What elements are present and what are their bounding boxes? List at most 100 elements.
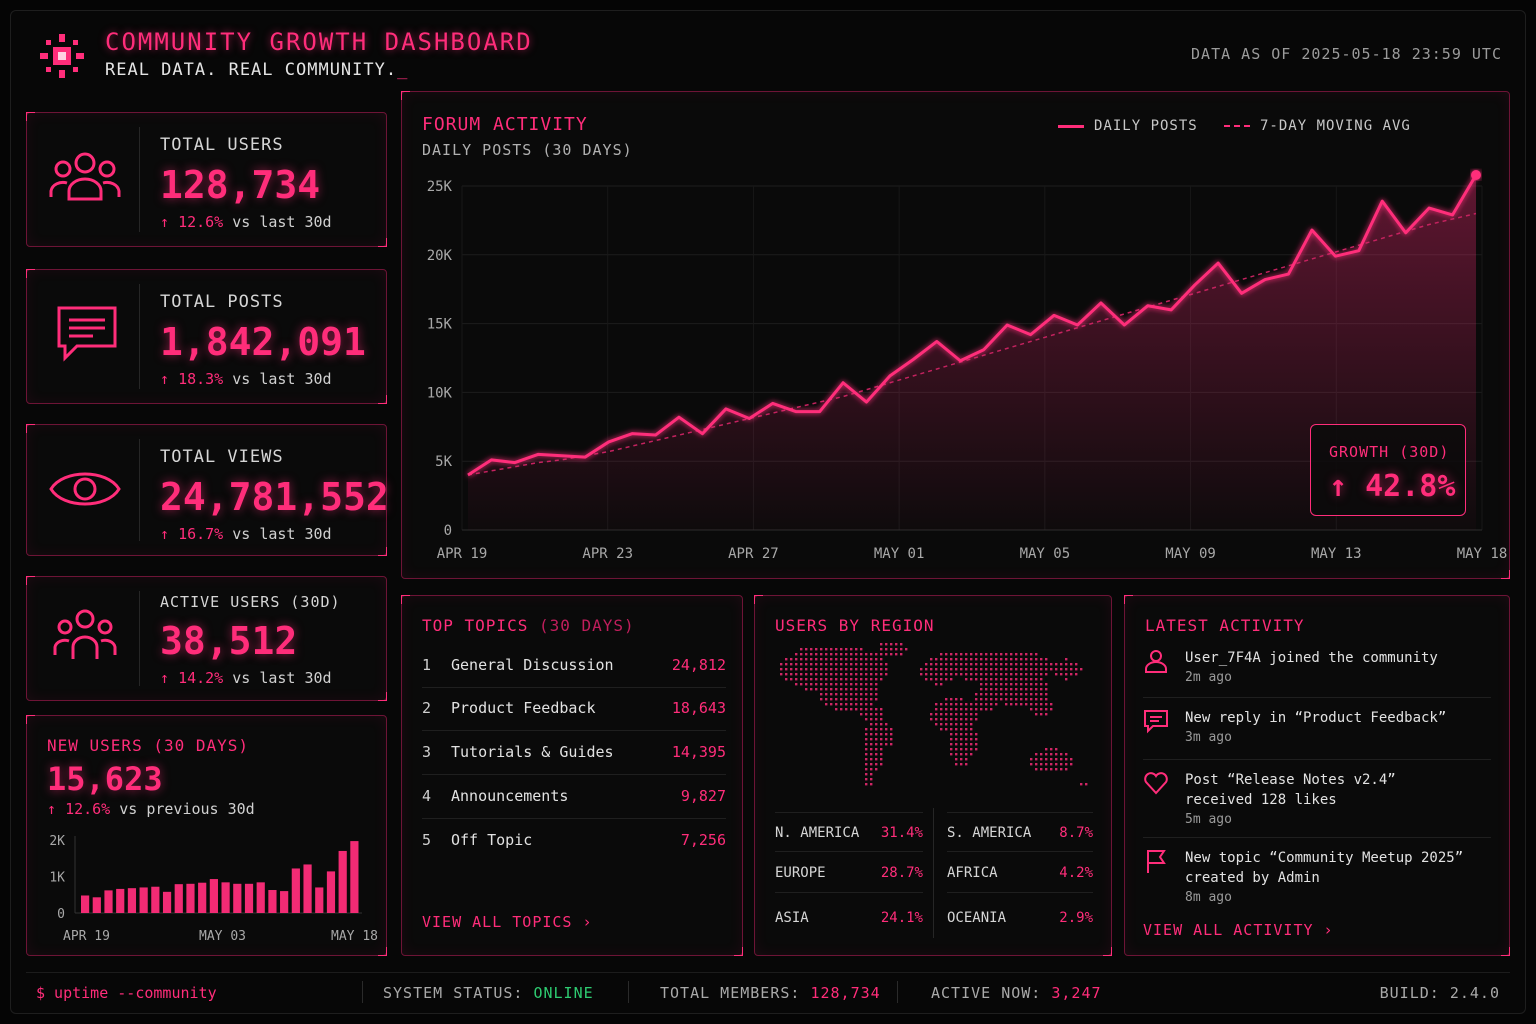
y-tick-label: 5K bbox=[435, 454, 452, 470]
map-dot bbox=[850, 648, 853, 651]
topic-row[interactable]: 1 General Discussion 24,812 bbox=[422, 644, 726, 688]
footer-separator bbox=[897, 981, 898, 1003]
topic-count: 14,395 bbox=[671, 743, 726, 761]
map-dot bbox=[960, 753, 963, 756]
latest-point bbox=[1471, 169, 1481, 180]
map-dot bbox=[935, 673, 938, 676]
map-dot bbox=[900, 643, 903, 646]
chart-subtitle: DAILY POSTS (30 DAYS) bbox=[422, 141, 633, 159]
map-dot bbox=[970, 663, 973, 666]
map-dot bbox=[810, 673, 813, 676]
map-dot bbox=[880, 758, 883, 761]
stat-card-active-users[interactable]: ACTIVE USERS (30D) 38,512 ↑ 14.2% vs las… bbox=[26, 576, 387, 701]
map-dot bbox=[865, 753, 868, 756]
activity-time: 3m ago bbox=[1185, 730, 1232, 745]
map-dot bbox=[1060, 758, 1063, 761]
activity-text: New topic “Community Meetup 2025” create… bbox=[1185, 850, 1464, 886]
view-all-activity-link[interactable]: VIEW ALL ACTIVITY › bbox=[1143, 921, 1334, 939]
map-dot bbox=[805, 673, 808, 676]
map-dot bbox=[1025, 698, 1028, 701]
map-dot bbox=[1030, 758, 1033, 761]
activity-item[interactable]: Post “Release Notes v2.4” received 128 l… bbox=[1143, 770, 1491, 838]
map-dot bbox=[780, 668, 783, 671]
topic-row[interactable]: 3 Tutorials & Guides 14,395 bbox=[422, 731, 726, 775]
flag-icon bbox=[1147, 850, 1166, 873]
activity-item[interactable]: New reply in “Product Feedback” 3m ago bbox=[1143, 708, 1491, 760]
map-dot bbox=[1050, 663, 1053, 666]
map-dot bbox=[985, 693, 988, 696]
map-dot bbox=[835, 658, 838, 661]
map-dot bbox=[885, 743, 888, 746]
map-dot bbox=[1020, 688, 1023, 691]
topic-row[interactable]: 4 Announcements 9,827 bbox=[422, 775, 726, 819]
map-dot bbox=[825, 678, 828, 681]
legend-daily-posts[interactable]: DAILY POSTS bbox=[1058, 118, 1198, 134]
map-dot bbox=[940, 663, 943, 666]
map-dot bbox=[1015, 698, 1018, 701]
map-dot bbox=[845, 683, 848, 686]
map-dot bbox=[955, 708, 958, 711]
map-dot bbox=[945, 718, 948, 721]
region-name: EUROPE bbox=[775, 865, 826, 881]
region-row: EUROPE 28.7% bbox=[775, 853, 923, 893]
map-dot bbox=[950, 723, 953, 726]
map-dot bbox=[935, 703, 938, 706]
map-dot bbox=[985, 688, 988, 691]
map-dot bbox=[1040, 703, 1043, 706]
y-tick-label: 0 bbox=[444, 523, 452, 539]
map-dot bbox=[1035, 688, 1038, 691]
map-dot bbox=[955, 723, 958, 726]
region-divider bbox=[933, 808, 934, 938]
activity-title: LATEST ACTIVITY bbox=[1145, 616, 1305, 635]
map-dot bbox=[895, 643, 898, 646]
map-dot bbox=[1010, 688, 1013, 691]
map-dot bbox=[790, 668, 793, 671]
map-dot bbox=[890, 738, 893, 741]
topic-row[interactable]: 2 Product Feedback 18,643 bbox=[422, 687, 726, 731]
topic-name: Announcements bbox=[451, 787, 569, 805]
map-dot bbox=[855, 683, 858, 686]
activity-item[interactable]: User_7F4A joined the community 2m ago bbox=[1143, 648, 1491, 698]
topic-count: 24,812 bbox=[671, 656, 726, 674]
map-dot bbox=[975, 658, 978, 661]
map-dot bbox=[970, 703, 973, 706]
map-dot bbox=[865, 708, 868, 711]
map-dot bbox=[1075, 673, 1078, 676]
map-dot bbox=[950, 673, 953, 676]
map-dot bbox=[965, 668, 968, 671]
map-dot bbox=[830, 653, 833, 656]
growth-label: GROWTH (30D) bbox=[1329, 443, 1450, 461]
stat-card-total-users[interactable]: TOTAL USERS 128,734 ↑ 12.6% vs last 30d bbox=[26, 112, 387, 247]
topic-row[interactable]: 5 Off Topic 7,256 bbox=[422, 819, 726, 863]
map-dot bbox=[940, 708, 943, 711]
legend-moving-avg[interactable]: 7-DAY MOVING AVG bbox=[1224, 118, 1411, 134]
map-dot bbox=[830, 688, 833, 691]
map-dot bbox=[980, 683, 983, 686]
activity-item[interactable]: New topic “Community Meetup 2025” create… bbox=[1143, 848, 1491, 908]
map-dot bbox=[840, 658, 843, 661]
map-dot bbox=[1045, 758, 1048, 761]
activity-time: 8m ago bbox=[1185, 890, 1232, 905]
new-users-bar-chart: 0 1K 2K APR 19 MAY 03 MAY 18 bbox=[49, 834, 378, 944]
x-tick-label: MAY 09 bbox=[1165, 546, 1216, 562]
map-dot bbox=[840, 693, 843, 696]
view-all-topics-link[interactable]: VIEW ALL TOPICS › bbox=[422, 913, 593, 931]
map-dot bbox=[790, 658, 793, 661]
map-dot bbox=[970, 653, 973, 656]
stat-card-total-views[interactable]: TOTAL VIEWS 24,781,552 ↑ 16.7% vs last 3… bbox=[26, 424, 389, 556]
map-dot bbox=[950, 658, 953, 661]
map-dot bbox=[1040, 753, 1043, 756]
x-tick-label: MAY 18 bbox=[1457, 546, 1508, 562]
map-dot bbox=[975, 738, 978, 741]
legend-label: 7-DAY MOVING AVG bbox=[1260, 118, 1411, 134]
map-dot bbox=[835, 648, 838, 651]
map-dot bbox=[925, 668, 928, 671]
map-dot bbox=[975, 743, 978, 746]
map-dot bbox=[880, 753, 883, 756]
map-dot bbox=[875, 753, 878, 756]
stat-card-total-posts[interactable]: TOTAL POSTS 1,842,091 ↑ 18.3% vs last 30… bbox=[26, 269, 387, 404]
map-dot bbox=[865, 728, 868, 731]
map-dot bbox=[1030, 678, 1033, 681]
map-dot bbox=[795, 673, 798, 676]
topic-rank: 3 bbox=[422, 743, 432, 761]
